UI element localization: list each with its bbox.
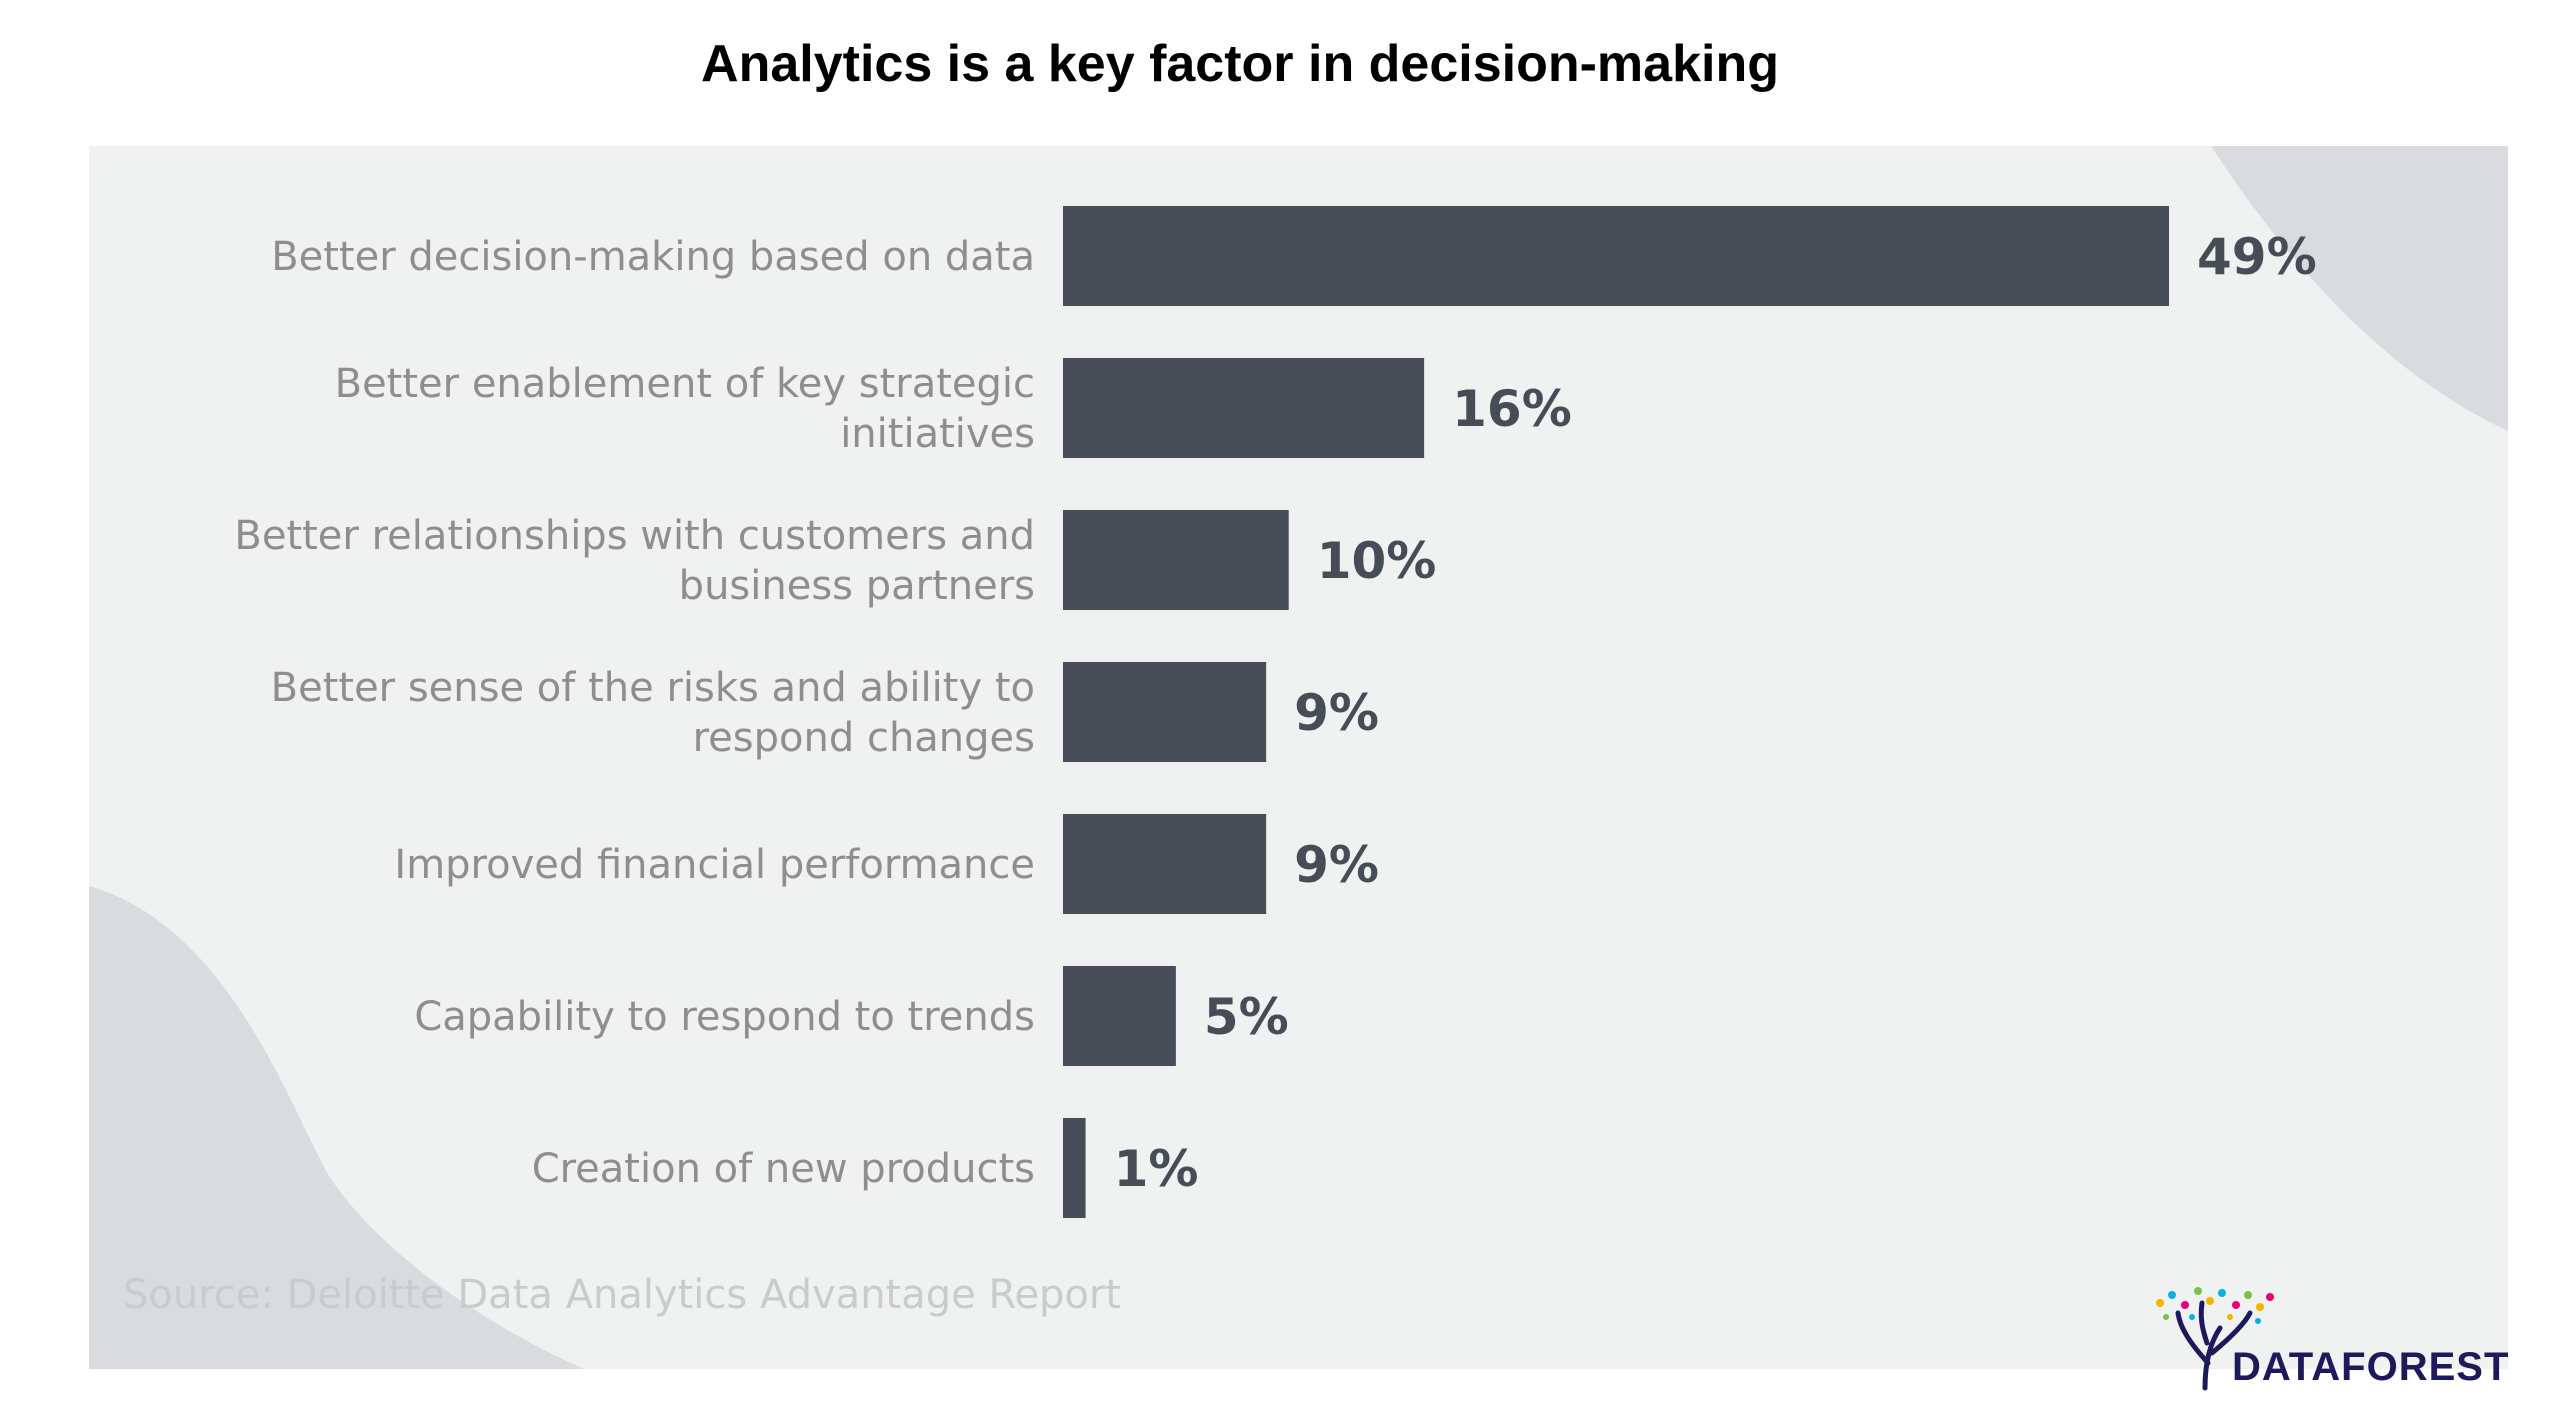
category-label-2-line-2: initiatives — [840, 411, 1035, 457]
category-label-3-line-1: Better relationships with customers and — [234, 513, 1035, 559]
value-label-4: 9% — [1294, 684, 1379, 742]
tree-icon — [2156, 1287, 2274, 1391]
value-label-6: 5% — [1204, 988, 1289, 1046]
value-label-1: 49% — [2197, 228, 2317, 286]
bar-4 — [1063, 662, 1267, 762]
bar-7 — [1063, 1118, 1086, 1218]
logo-wordmark: DATAFOREST — [2232, 1345, 2510, 1389]
dataforest-logo — [2156, 1287, 2274, 1391]
corner-blob-bottom-left — [89, 886, 584, 1369]
value-label-5: 9% — [1294, 836, 1379, 894]
value-label-2: 16% — [1452, 380, 1572, 438]
source-note: Source: Deloitte Data Analytics Advantag… — [123, 1272, 1122, 1318]
category-label-6-line-1: Capability to respond to trends — [414, 994, 1035, 1040]
bar-1 — [1063, 206, 2169, 306]
bar-3 — [1063, 510, 1289, 610]
bar-6 — [1063, 966, 1176, 1066]
category-label-7-line-1: Creation of new products — [532, 1146, 1035, 1192]
value-label-3: 10% — [1317, 532, 1437, 590]
category-label-4-line-2: respond changes — [693, 715, 1035, 761]
decorative-shapes — [89, 146, 2508, 1369]
chart-panel — [89, 146, 2508, 1369]
bar-2 — [1063, 358, 1425, 458]
category-label-3-line-2: business partners — [679, 563, 1035, 609]
corner-blob-top-right — [2211, 146, 2508, 431]
category-label-1-line-1: Better decision-making based on data — [271, 234, 1035, 280]
value-label-7: 1% — [1114, 1140, 1199, 1198]
chart-title: Analytics is a key factor in decision-ma… — [701, 35, 1779, 93]
category-label-4-line-1: Better sense of the risks and ability to — [271, 665, 1035, 711]
category-label-5-line-1: Improved financial performance — [394, 842, 1035, 888]
bar-5 — [1063, 814, 1267, 914]
category-label-2-line-1: Better enablement of key strategic — [335, 361, 1035, 407]
